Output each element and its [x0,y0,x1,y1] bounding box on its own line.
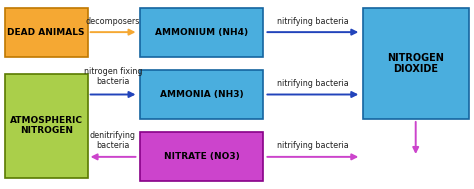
FancyBboxPatch shape [5,8,88,57]
Text: NITROGEN
DIOXIDE: NITROGEN DIOXIDE [388,53,444,74]
Text: NITRATE (NO3): NITRATE (NO3) [164,152,239,161]
Text: nitrogen fixing
bacteria: nitrogen fixing bacteria [83,67,142,86]
Text: decomposers: decomposers [86,16,140,26]
Text: ATMOSPHERIC
NITROGEN: ATMOSPHERIC NITROGEN [9,116,83,135]
Text: AMMONIUM (NH4): AMMONIUM (NH4) [155,28,248,37]
FancyBboxPatch shape [140,70,263,119]
FancyBboxPatch shape [140,132,263,181]
FancyBboxPatch shape [5,74,88,178]
Text: nitrifying bacteria: nitrifying bacteria [277,16,349,26]
Text: nitrifying bacteria: nitrifying bacteria [277,79,349,88]
FancyBboxPatch shape [140,8,263,57]
FancyBboxPatch shape [363,8,469,119]
Text: denitrifying
bacteria: denitrifying bacteria [90,131,136,150]
Text: DEAD ANIMALS: DEAD ANIMALS [8,28,85,37]
Text: nitrifying bacteria: nitrifying bacteria [277,141,349,150]
Text: AMMONIA (NH3): AMMONIA (NH3) [160,90,243,99]
